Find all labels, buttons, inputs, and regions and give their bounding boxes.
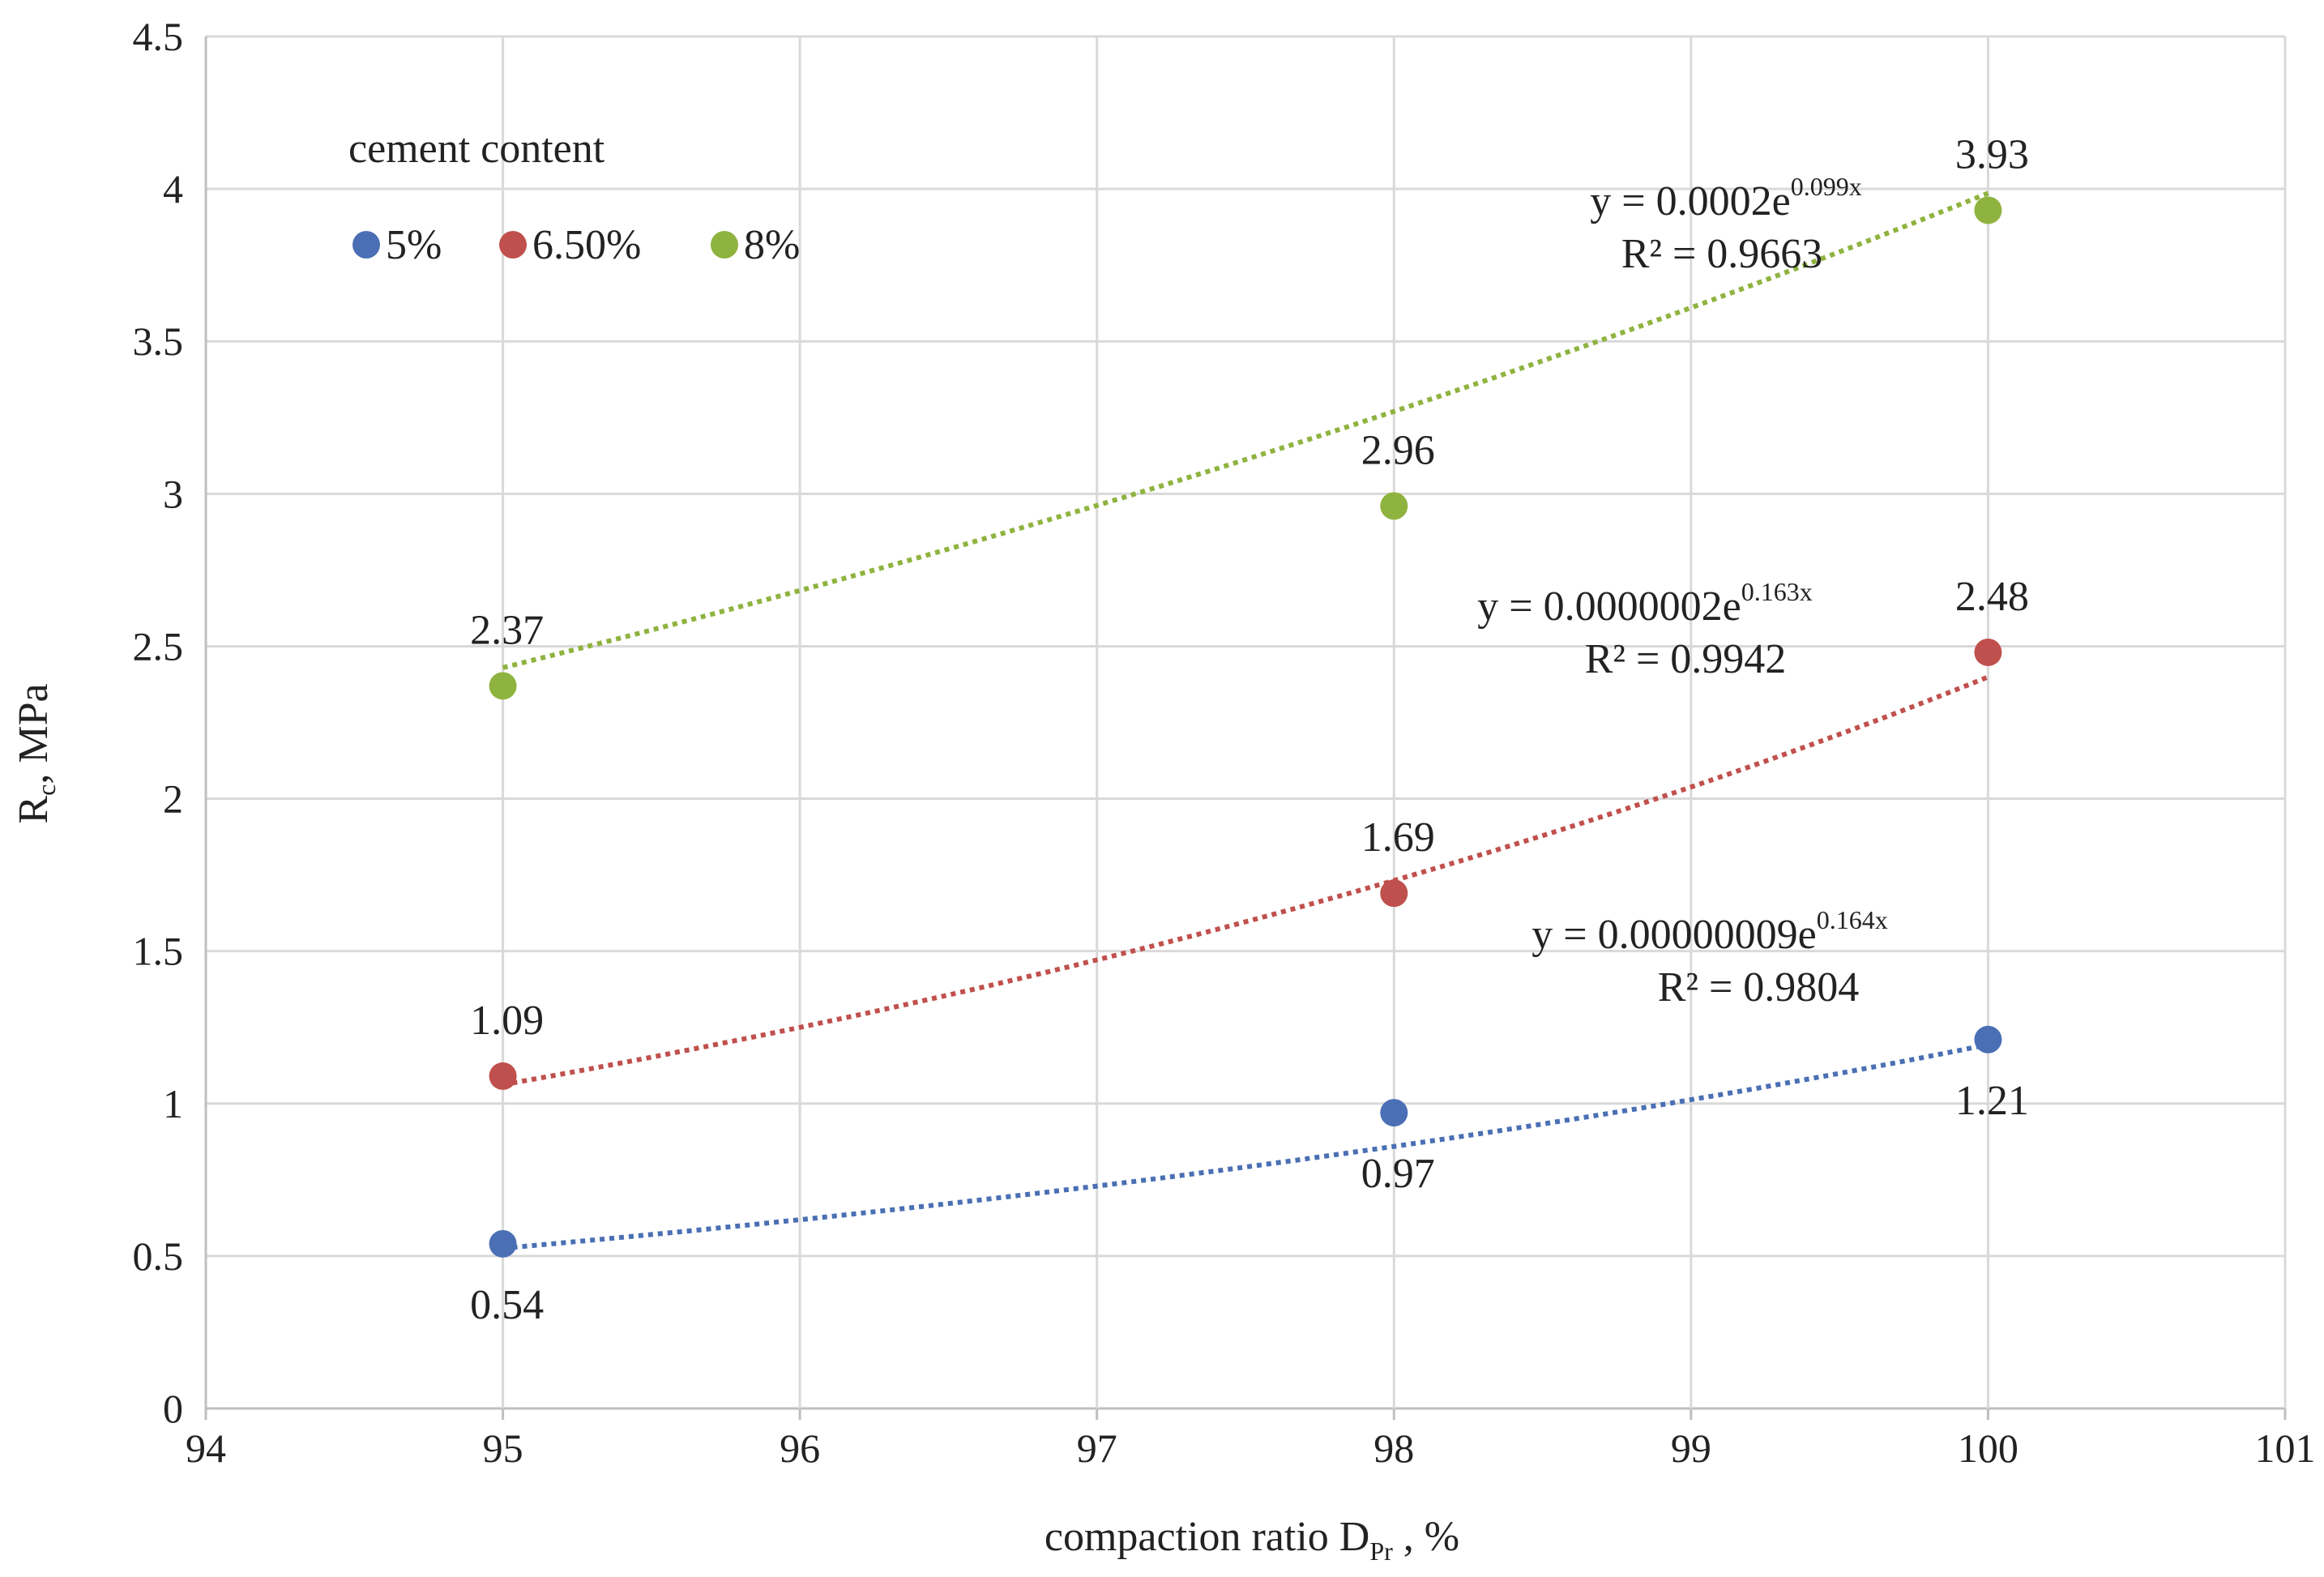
y-tick-label: 4.5 bbox=[133, 14, 184, 59]
gridlines bbox=[204, 35, 2287, 1420]
y-tick-label: 0.5 bbox=[133, 1233, 184, 1279]
data-point bbox=[489, 1229, 517, 1258]
data-label: 0.54 bbox=[470, 1282, 544, 1328]
y-axis-title-tail: , MPa bbox=[11, 683, 57, 784]
data-label: 3.93 bbox=[1955, 131, 2029, 177]
y-tick-label: 3.5 bbox=[133, 318, 184, 364]
x-tick-label: 99 bbox=[1671, 1425, 1711, 1471]
data-point bbox=[1974, 1025, 2002, 1053]
legend-label-6-50: 6.50% bbox=[532, 222, 641, 268]
trend-equation-8: y = 0.0002e0.099x R² = 0.9663 bbox=[1590, 172, 1861, 277]
trendlines bbox=[502, 190, 1989, 1251]
data-label: 2.96 bbox=[1361, 427, 1435, 473]
data-label: 1.09 bbox=[470, 998, 544, 1044]
trend-eq-8-formula: y = 0.0002e0.099x bbox=[1590, 172, 1861, 224]
x-tick-label: 101 bbox=[2255, 1425, 2316, 1471]
trendline-series-2 bbox=[502, 190, 1989, 670]
data-label: 1.21 bbox=[1955, 1078, 2029, 1124]
data-point bbox=[489, 672, 517, 700]
trendline-series-0 bbox=[502, 1042, 1989, 1251]
x-tick-label: 95 bbox=[483, 1425, 523, 1471]
data-points bbox=[489, 196, 2002, 1258]
y-axis-title-sub: c bbox=[32, 784, 61, 796]
x-axis-title-main: compaction ratio D bbox=[1045, 1514, 1369, 1560]
y-tick-label: 0 bbox=[163, 1386, 183, 1431]
trend-eq-6-50-formula: y = 0.0000002e0.163x bbox=[1477, 577, 1812, 630]
y-tick-label: 2 bbox=[163, 776, 183, 822]
y-tick-label: 4 bbox=[163, 166, 183, 212]
trend-eq-6-50-r2: R² = 0.9942 bbox=[1585, 636, 1787, 682]
data-label: 2.48 bbox=[1955, 574, 2029, 620]
trend-eq-5-r2: R² = 0.9804 bbox=[1658, 964, 1860, 1011]
x-axis-title: compaction ratio DPr , % bbox=[1045, 1514, 1459, 1566]
data-labels: 0.54 0.97 1.21 1.09 1.69 2.48 2.37 2.96 3.93 bbox=[470, 131, 2029, 1327]
data-point bbox=[1380, 492, 1408, 520]
x-axis-title-sub: Pr bbox=[1369, 1536, 1393, 1566]
x-axis-title-tail: , % bbox=[1393, 1514, 1459, 1560]
data-point bbox=[1380, 1099, 1408, 1127]
legend-title: cement content bbox=[348, 126, 605, 172]
data-label: 2.37 bbox=[470, 607, 544, 653]
y-tick-label: 2.5 bbox=[133, 623, 184, 669]
legend: cement content 5% 6.50% 8% bbox=[348, 126, 800, 268]
data-point bbox=[489, 1062, 517, 1090]
x-tick-label: 94 bbox=[186, 1425, 226, 1471]
trend-equation-5: y = 0.00000009e0.164x R² = 0.9804 bbox=[1532, 905, 1887, 1011]
x-tick-label: 97 bbox=[1077, 1425, 1117, 1471]
data-label: 0.97 bbox=[1361, 1151, 1435, 1197]
data-point bbox=[1380, 879, 1408, 908]
legend-marker-5 bbox=[352, 231, 380, 259]
trendline-series-1 bbox=[502, 674, 1989, 1088]
trend-equation-6-50: y = 0.0000002e0.163x R² = 0.9942 bbox=[1477, 577, 1812, 682]
y-axis-title-main: R bbox=[11, 796, 57, 824]
legend-marker-8 bbox=[711, 231, 738, 259]
data-point bbox=[1974, 638, 2002, 666]
y-tick-label: 1.5 bbox=[133, 929, 184, 974]
x-tick-label: 100 bbox=[1958, 1425, 2019, 1471]
data-label: 1.69 bbox=[1361, 814, 1435, 861]
trend-eq-8-r2: R² = 0.9663 bbox=[1621, 231, 1823, 277]
y-tick-label: 1 bbox=[163, 1081, 183, 1126]
y-axis-title: Rc, MPa bbox=[11, 683, 61, 823]
x-tick-label: 98 bbox=[1373, 1425, 1414, 1471]
y-tick-label: 3 bbox=[163, 471, 183, 516]
legend-label-8: 8% bbox=[744, 222, 800, 268]
data-point bbox=[1974, 196, 2002, 224]
x-tick-label: 96 bbox=[780, 1425, 820, 1471]
tick-labels: 0 0.5 1 1.5 2 2.5 3 3.5 4 4.5 94 95 96 97 98 99 100 101 bbox=[133, 14, 2316, 1471]
legend-marker-6-50 bbox=[499, 231, 527, 259]
legend-label-5: 5% bbox=[386, 222, 442, 268]
